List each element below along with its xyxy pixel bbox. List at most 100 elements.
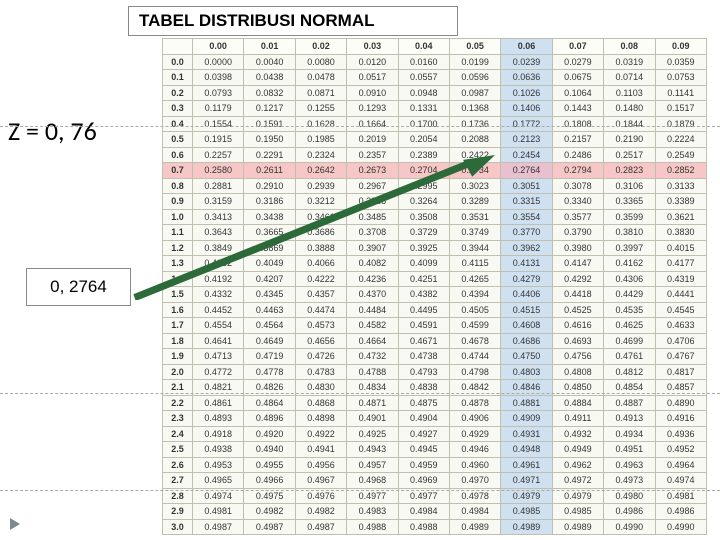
- table-cell: 0.0517: [347, 70, 398, 86]
- table-cell: 0.4985: [501, 504, 552, 520]
- table-cell: 0.4969: [398, 473, 449, 489]
- table-cell: 0.4633: [655, 318, 706, 334]
- col-header: 0.02: [295, 39, 346, 55]
- table-row: 2.20.48610.48640.48680.48710.48750.48780…: [163, 395, 707, 411]
- table-cell: 0.4881: [501, 395, 552, 411]
- row-header: 2.4: [163, 426, 193, 442]
- table-cell: 0.0557: [398, 70, 449, 86]
- table-cell: 0.3485: [347, 209, 398, 225]
- table-cell: 0.4987: [295, 519, 346, 535]
- table-row: 0.70.25800.26110.26420.26730.27040.27340…: [163, 163, 707, 179]
- table-cell: 0.2642: [295, 163, 346, 179]
- table-cell: 0.4808: [552, 364, 603, 380]
- title-box: TABEL DISTRIBUSI NORMAL: [128, 6, 458, 36]
- table-cell: 0.4744: [449, 349, 500, 365]
- table-cell: 0.4713: [193, 349, 244, 365]
- table-cell: 0.0793: [193, 85, 244, 101]
- table-cell: 0.4664: [347, 333, 398, 349]
- normal-table-container: 0.000.010.020.030.040.050.060.070.080.09…: [162, 38, 707, 535]
- table-cell: 0.4726: [295, 349, 346, 365]
- table-cell: 0.4525: [552, 302, 603, 318]
- table-cell: 0.4913: [604, 411, 655, 427]
- table-cell: 0.4861: [193, 395, 244, 411]
- table-cell: 0.3997: [604, 240, 655, 256]
- table-cell: 0.4306: [604, 271, 655, 287]
- table-cell: 0.3531: [449, 209, 500, 225]
- table-cell: 0.3212: [295, 194, 346, 210]
- table-cell: 0.3599: [604, 209, 655, 225]
- table-cell: 0.1064: [552, 85, 603, 101]
- table-cell: 0.3980: [552, 240, 603, 256]
- table-cell: 0.3264: [398, 194, 449, 210]
- table-cell: 0.0987: [449, 85, 500, 101]
- table-cell: 0.3849: [193, 240, 244, 256]
- table-cell: 0.4962: [552, 457, 603, 473]
- table-cell: 0.3749: [449, 225, 500, 241]
- table-cell: 0.4429: [604, 287, 655, 303]
- table-cell: 0.1368: [449, 101, 500, 117]
- table-cell: 0.4927: [398, 426, 449, 442]
- table-cell: 0.4890: [655, 395, 706, 411]
- table-cell: 0.0040: [244, 54, 295, 70]
- table-cell: 0.4452: [193, 302, 244, 318]
- table-cell: 0.4066: [295, 256, 346, 272]
- table-cell: 0.1808: [552, 116, 603, 132]
- table-cell: 0.4049: [244, 256, 295, 272]
- table-cell: 0.4756: [552, 349, 603, 365]
- row-header: 2.0: [163, 364, 193, 380]
- table-cell: 0.4967: [295, 473, 346, 489]
- table-cell: 0.1293: [347, 101, 398, 117]
- table-cell: 0.4920: [244, 426, 295, 442]
- table-cell: 0.0478: [295, 70, 346, 86]
- table-cell: 0.1736: [449, 116, 500, 132]
- table-row: 1.40.41920.42070.42220.42360.42510.42650…: [163, 271, 707, 287]
- table-row: 2.60.49530.49550.49560.49570.49590.49600…: [163, 457, 707, 473]
- row-header: 1.7: [163, 318, 193, 334]
- table-cell: 0.3770: [501, 225, 552, 241]
- row-header: 2.6: [163, 457, 193, 473]
- table-cell: 0.4382: [398, 287, 449, 303]
- table-cell: 0.4988: [398, 519, 449, 535]
- table-cell: 0.2939: [295, 178, 346, 194]
- table-cell: 0.0832: [244, 85, 295, 101]
- table-cell: 0.3365: [604, 194, 655, 210]
- row-header: 2.3: [163, 411, 193, 427]
- table-cell: 0.1664: [347, 116, 398, 132]
- table-cell: 0.4952: [655, 442, 706, 458]
- table-cell: 0.2852: [655, 163, 706, 179]
- table-cell: 0.1628: [295, 116, 346, 132]
- table-cell: 0.3907: [347, 240, 398, 256]
- table-cell: 0.4099: [398, 256, 449, 272]
- table-cell: 0.4761: [604, 349, 655, 365]
- table-cell: 0.4943: [347, 442, 398, 458]
- table-cell: 0.1517: [655, 101, 706, 117]
- table-cell: 0.4970: [449, 473, 500, 489]
- table-cell: 0.4222: [295, 271, 346, 287]
- table-cell: 0.4251: [398, 271, 449, 287]
- table-cell: 0.4974: [655, 473, 706, 489]
- table-row: 0.60.22570.22910.23240.23570.23890.24220…: [163, 147, 707, 163]
- table-cell: 0.0871: [295, 85, 346, 101]
- table-cell: 0.3315: [501, 194, 552, 210]
- table-cell: 0.2291: [244, 147, 295, 163]
- table-cell: 0.4871: [347, 395, 398, 411]
- table-cell: 0.2454: [501, 147, 552, 163]
- row-header: 1.9: [163, 349, 193, 365]
- row-header: 2.5: [163, 442, 193, 458]
- table-row: 0.90.31590.31860.32120.32380.32640.32890…: [163, 194, 707, 210]
- row-header: 1.5: [163, 287, 193, 303]
- col-header: 0.06: [501, 39, 552, 55]
- table-cell: 0.2486: [552, 147, 603, 163]
- table-cell: 0.4573: [295, 318, 346, 334]
- table-cell: 0.1255: [295, 101, 346, 117]
- table-cell: 0.4798: [449, 364, 500, 380]
- table-cell: 0.4608: [501, 318, 552, 334]
- table-row: 1.50.43320.43450.43570.43700.43820.43940…: [163, 287, 707, 303]
- table-cell: 0.0359: [655, 54, 706, 70]
- table-cell: 0.1331: [398, 101, 449, 117]
- table-cell: 0.0199: [449, 54, 500, 70]
- table-cell: 0.4345: [244, 287, 295, 303]
- row-header: 1.6: [163, 302, 193, 318]
- table-cell: 0.4463: [244, 302, 295, 318]
- row-header: 2.2: [163, 395, 193, 411]
